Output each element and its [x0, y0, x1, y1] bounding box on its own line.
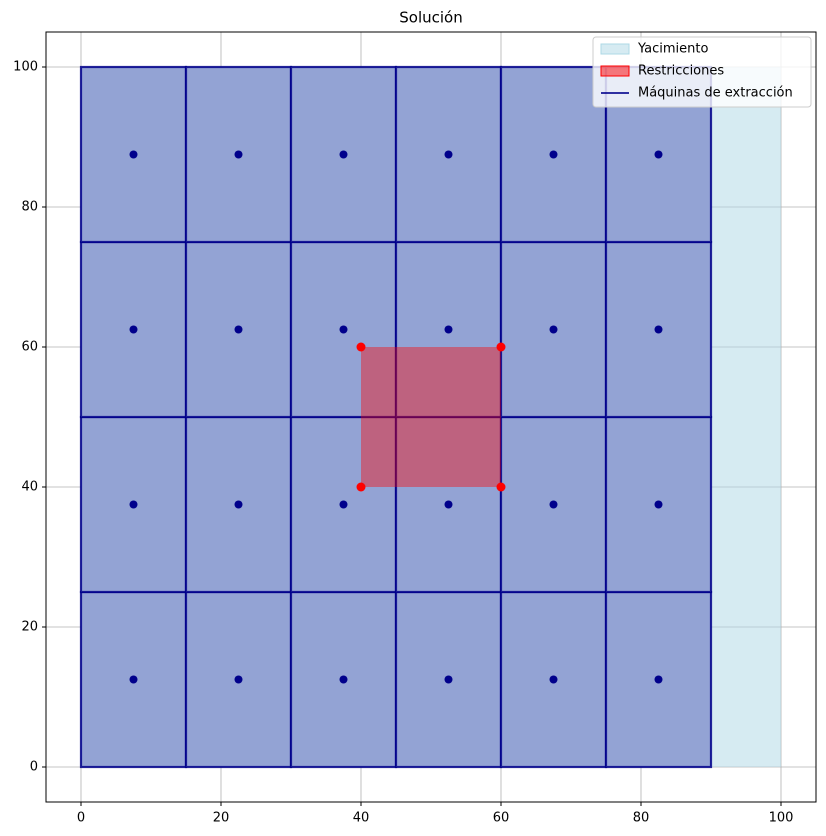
machine-center: [654, 675, 663, 684]
machine-center: [234, 675, 243, 684]
machine-center: [339, 500, 348, 509]
restriction-corner: [356, 482, 366, 492]
restriction-corner: [496, 342, 506, 352]
x-tick-label: 100: [769, 811, 794, 826]
legend-box: [592, 36, 812, 108]
machine-center: [549, 675, 558, 684]
machine-center: [549, 150, 558, 159]
machine-center: [444, 150, 453, 159]
x-tick-label: 40: [353, 811, 370, 826]
machine-center: [129, 675, 138, 684]
machine-center: [444, 325, 453, 334]
machine-center: [549, 325, 558, 334]
machine-center: [654, 500, 663, 509]
machine-center: [234, 325, 243, 334]
y-tick-label: 60: [21, 340, 38, 355]
machine-center: [444, 675, 453, 684]
y-tick-label: 0: [30, 760, 38, 775]
machine-center: [444, 500, 453, 509]
machine-center: [234, 500, 243, 509]
x-tick-label: 20: [213, 811, 230, 826]
machine-center: [339, 150, 348, 159]
machine-center: [129, 500, 138, 509]
y-tick-label: 20: [21, 620, 38, 635]
y-tick-label: 40: [21, 480, 38, 495]
machine-center: [339, 325, 348, 334]
machine-center: [129, 150, 138, 159]
legend-swatch: [600, 43, 630, 55]
machine-center: [654, 325, 663, 334]
y-tick-label: 80: [21, 200, 38, 215]
legend-label: Máquinas de extracción: [638, 86, 793, 101]
machine-cell: [289, 415, 398, 594]
machine-center: [129, 325, 138, 334]
legend-label: Yacimiento: [637, 42, 708, 57]
legend-label: Restricciones: [638, 64, 724, 79]
y-tick-label: 100: [13, 60, 38, 75]
x-tick-label: 80: [633, 811, 650, 826]
legend: Yacimiento Restricciones Máquinas de extra…: [592, 36, 812, 108]
legend-swatch: [600, 65, 630, 77]
restriction-corner: [356, 342, 366, 352]
chart-title: Solución: [399, 9, 462, 27]
machine-center: [234, 150, 243, 159]
axes-frame: [45, 31, 817, 803]
machine-center: [654, 150, 663, 159]
restriction-corner: [496, 482, 506, 492]
machine-center: [549, 500, 558, 509]
x-tick-label: 0: [77, 811, 85, 826]
machine-center: [339, 675, 348, 684]
restriction-area: [361, 347, 501, 487]
x-tick-label: 60: [493, 811, 510, 826]
